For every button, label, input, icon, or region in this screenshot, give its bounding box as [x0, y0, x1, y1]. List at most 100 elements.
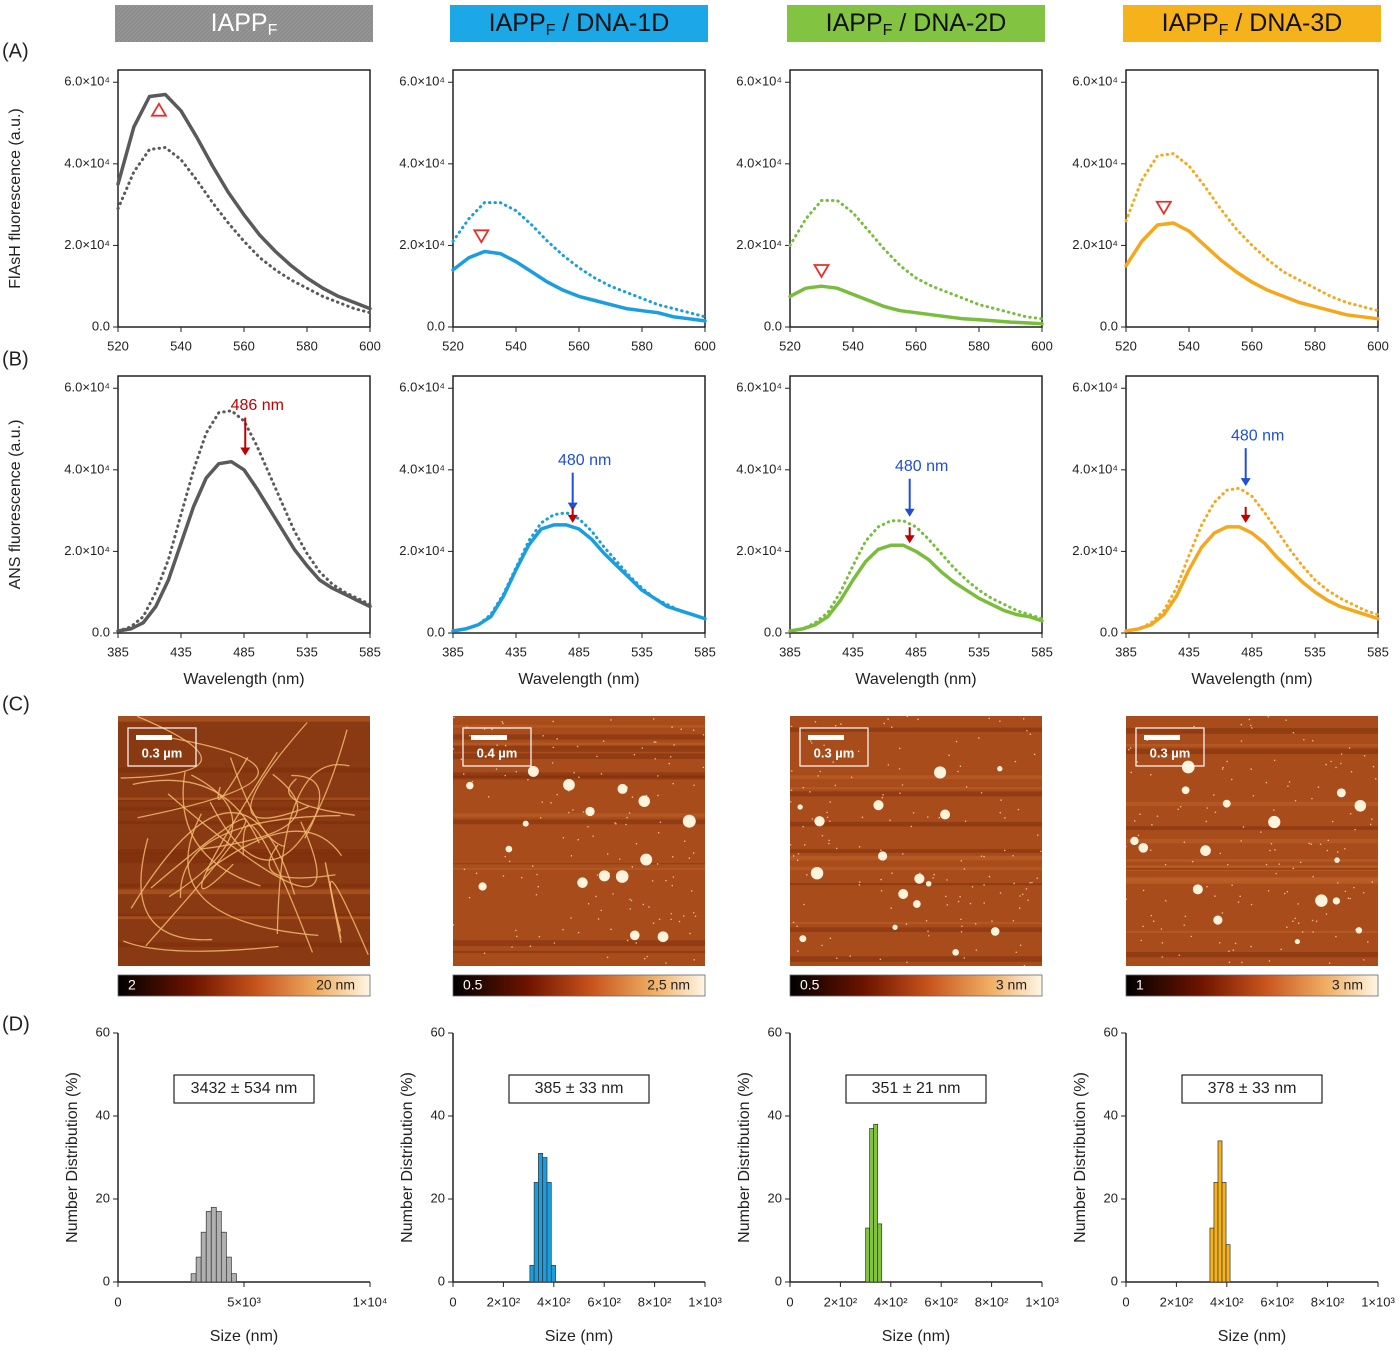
afm-speck: [629, 898, 631, 901]
afm-speck: [1015, 951, 1018, 954]
afm-speck: [836, 957, 838, 960]
afm-speck: [536, 873, 538, 876]
header-sub: F: [883, 22, 893, 39]
afm-speck: [618, 858, 621, 860]
afm-speck: [828, 842, 830, 845]
x-tick-label: 8×10²: [975, 1294, 1009, 1309]
afm-speck: [1149, 773, 1152, 776]
afm-speck: [1340, 762, 1342, 765]
afm-speck: [568, 811, 570, 814]
afm-particle: [1181, 760, 1195, 774]
afm-speck: [1226, 760, 1228, 763]
afm-particle: [563, 779, 575, 791]
afm-speck: [899, 792, 901, 794]
afm-speck: [858, 846, 861, 848]
colorbar-min: 2: [128, 977, 136, 993]
afm-speck: [1164, 899, 1167, 902]
afm-speck: [535, 893, 538, 896]
afm-speck: [1268, 960, 1271, 962]
x-axis-label: Wavelength (nm): [518, 671, 639, 688]
afm-speck: [1142, 889, 1145, 892]
afm-streak: [453, 748, 705, 752]
x-tick-label: 600: [359, 338, 381, 353]
afm-speck: [515, 770, 518, 773]
afm-speck: [1311, 919, 1314, 922]
afm-speck: [1294, 799, 1297, 802]
afm-speck: [1294, 917, 1297, 920]
afm-streak: [790, 727, 1042, 732]
afm-streak: [790, 787, 1042, 790]
afm-speck: [980, 791, 983, 794]
afm-particle: [1213, 915, 1223, 925]
afm-speck: [880, 849, 882, 852]
afm-particle: [873, 800, 884, 811]
afm-speck: [1240, 723, 1243, 726]
afm-speck: [809, 791, 811, 793]
histogram-bar: [869, 1128, 875, 1283]
afm-speck: [1371, 881, 1374, 883]
afm-fiber: [268, 844, 336, 879]
afm-streak: [453, 745, 705, 749]
afm-speck: [1326, 849, 1329, 852]
afm-speck: [646, 955, 648, 958]
y-tick-label: 2.0×10⁴: [399, 237, 445, 252]
afm-speck: [983, 855, 985, 858]
peak-marker: [812, 264, 831, 279]
series-line: [451, 201, 707, 319]
afm-particle: [682, 814, 696, 828]
afm-speck: [1193, 725, 1195, 728]
afm-particle: [505, 845, 513, 853]
afm-speck: [975, 949, 978, 951]
afm-speck: [1013, 882, 1016, 885]
afm-particle: [640, 853, 653, 866]
afm-speck: [959, 895, 961, 898]
afm-speck: [965, 786, 968, 788]
afm-speck: [902, 853, 904, 855]
series-line: [116, 92, 372, 311]
x-axis-label: Wavelength (nm): [855, 671, 976, 688]
afm-speck: [597, 918, 600, 920]
afm-speck: [1319, 843, 1322, 846]
header-main: IAPP: [489, 9, 546, 37]
afm-speck: [628, 812, 631, 814]
afm-speck: [1018, 907, 1021, 909]
afm-speck: [651, 880, 654, 882]
afm-speck: [587, 825, 589, 828]
x-tick-label: 2×10²: [1160, 1294, 1194, 1309]
y-tick-label: 0.0: [427, 624, 445, 639]
y-tick-label: 20: [431, 1190, 445, 1205]
afm-speck: [880, 889, 883, 892]
afm-speck: [999, 892, 1002, 894]
histogram-bar: [550, 1265, 556, 1283]
afm-speck: [1040, 850, 1042, 853]
afm-speck: [946, 904, 949, 906]
afm-speck: [1273, 759, 1276, 762]
afm-speck: [1036, 834, 1039, 836]
afm-speck: [1029, 881, 1031, 884]
afm-particle: [629, 930, 640, 941]
afm-speck: [1221, 912, 1224, 914]
y-axis-label: FlAsH fluorescence (a.u.): [7, 108, 24, 289]
afm-speck: [538, 935, 541, 938]
y-tick-label: 6.0×10⁴: [399, 380, 445, 395]
afm-speck: [671, 884, 674, 887]
header-text: IAPPF / DNA-1D: [489, 9, 670, 40]
y-tick-label: 20: [96, 1190, 110, 1205]
afm-streak: [118, 848, 370, 854]
afm-speck: [452, 924, 455, 926]
afm-speck: [694, 915, 697, 918]
afm-fiber: [137, 734, 259, 819]
peak-marker: [1155, 200, 1173, 216]
afm-speck: [602, 740, 605, 742]
afm-speck: [483, 952, 486, 954]
afm-speck: [1231, 884, 1233, 887]
afm-speck: [963, 868, 966, 870]
annotation-box: [1181, 1074, 1323, 1104]
afm-speck: [881, 796, 884, 799]
x-tick-label: 385: [779, 644, 801, 659]
header-text: IAPPF / DNA-3D: [1162, 9, 1343, 40]
y-tick-label: 0.0: [92, 624, 110, 639]
x-tick-label: 8×10²: [638, 1294, 672, 1309]
afm-speck: [1179, 805, 1182, 808]
afm-speck: [1014, 760, 1017, 763]
